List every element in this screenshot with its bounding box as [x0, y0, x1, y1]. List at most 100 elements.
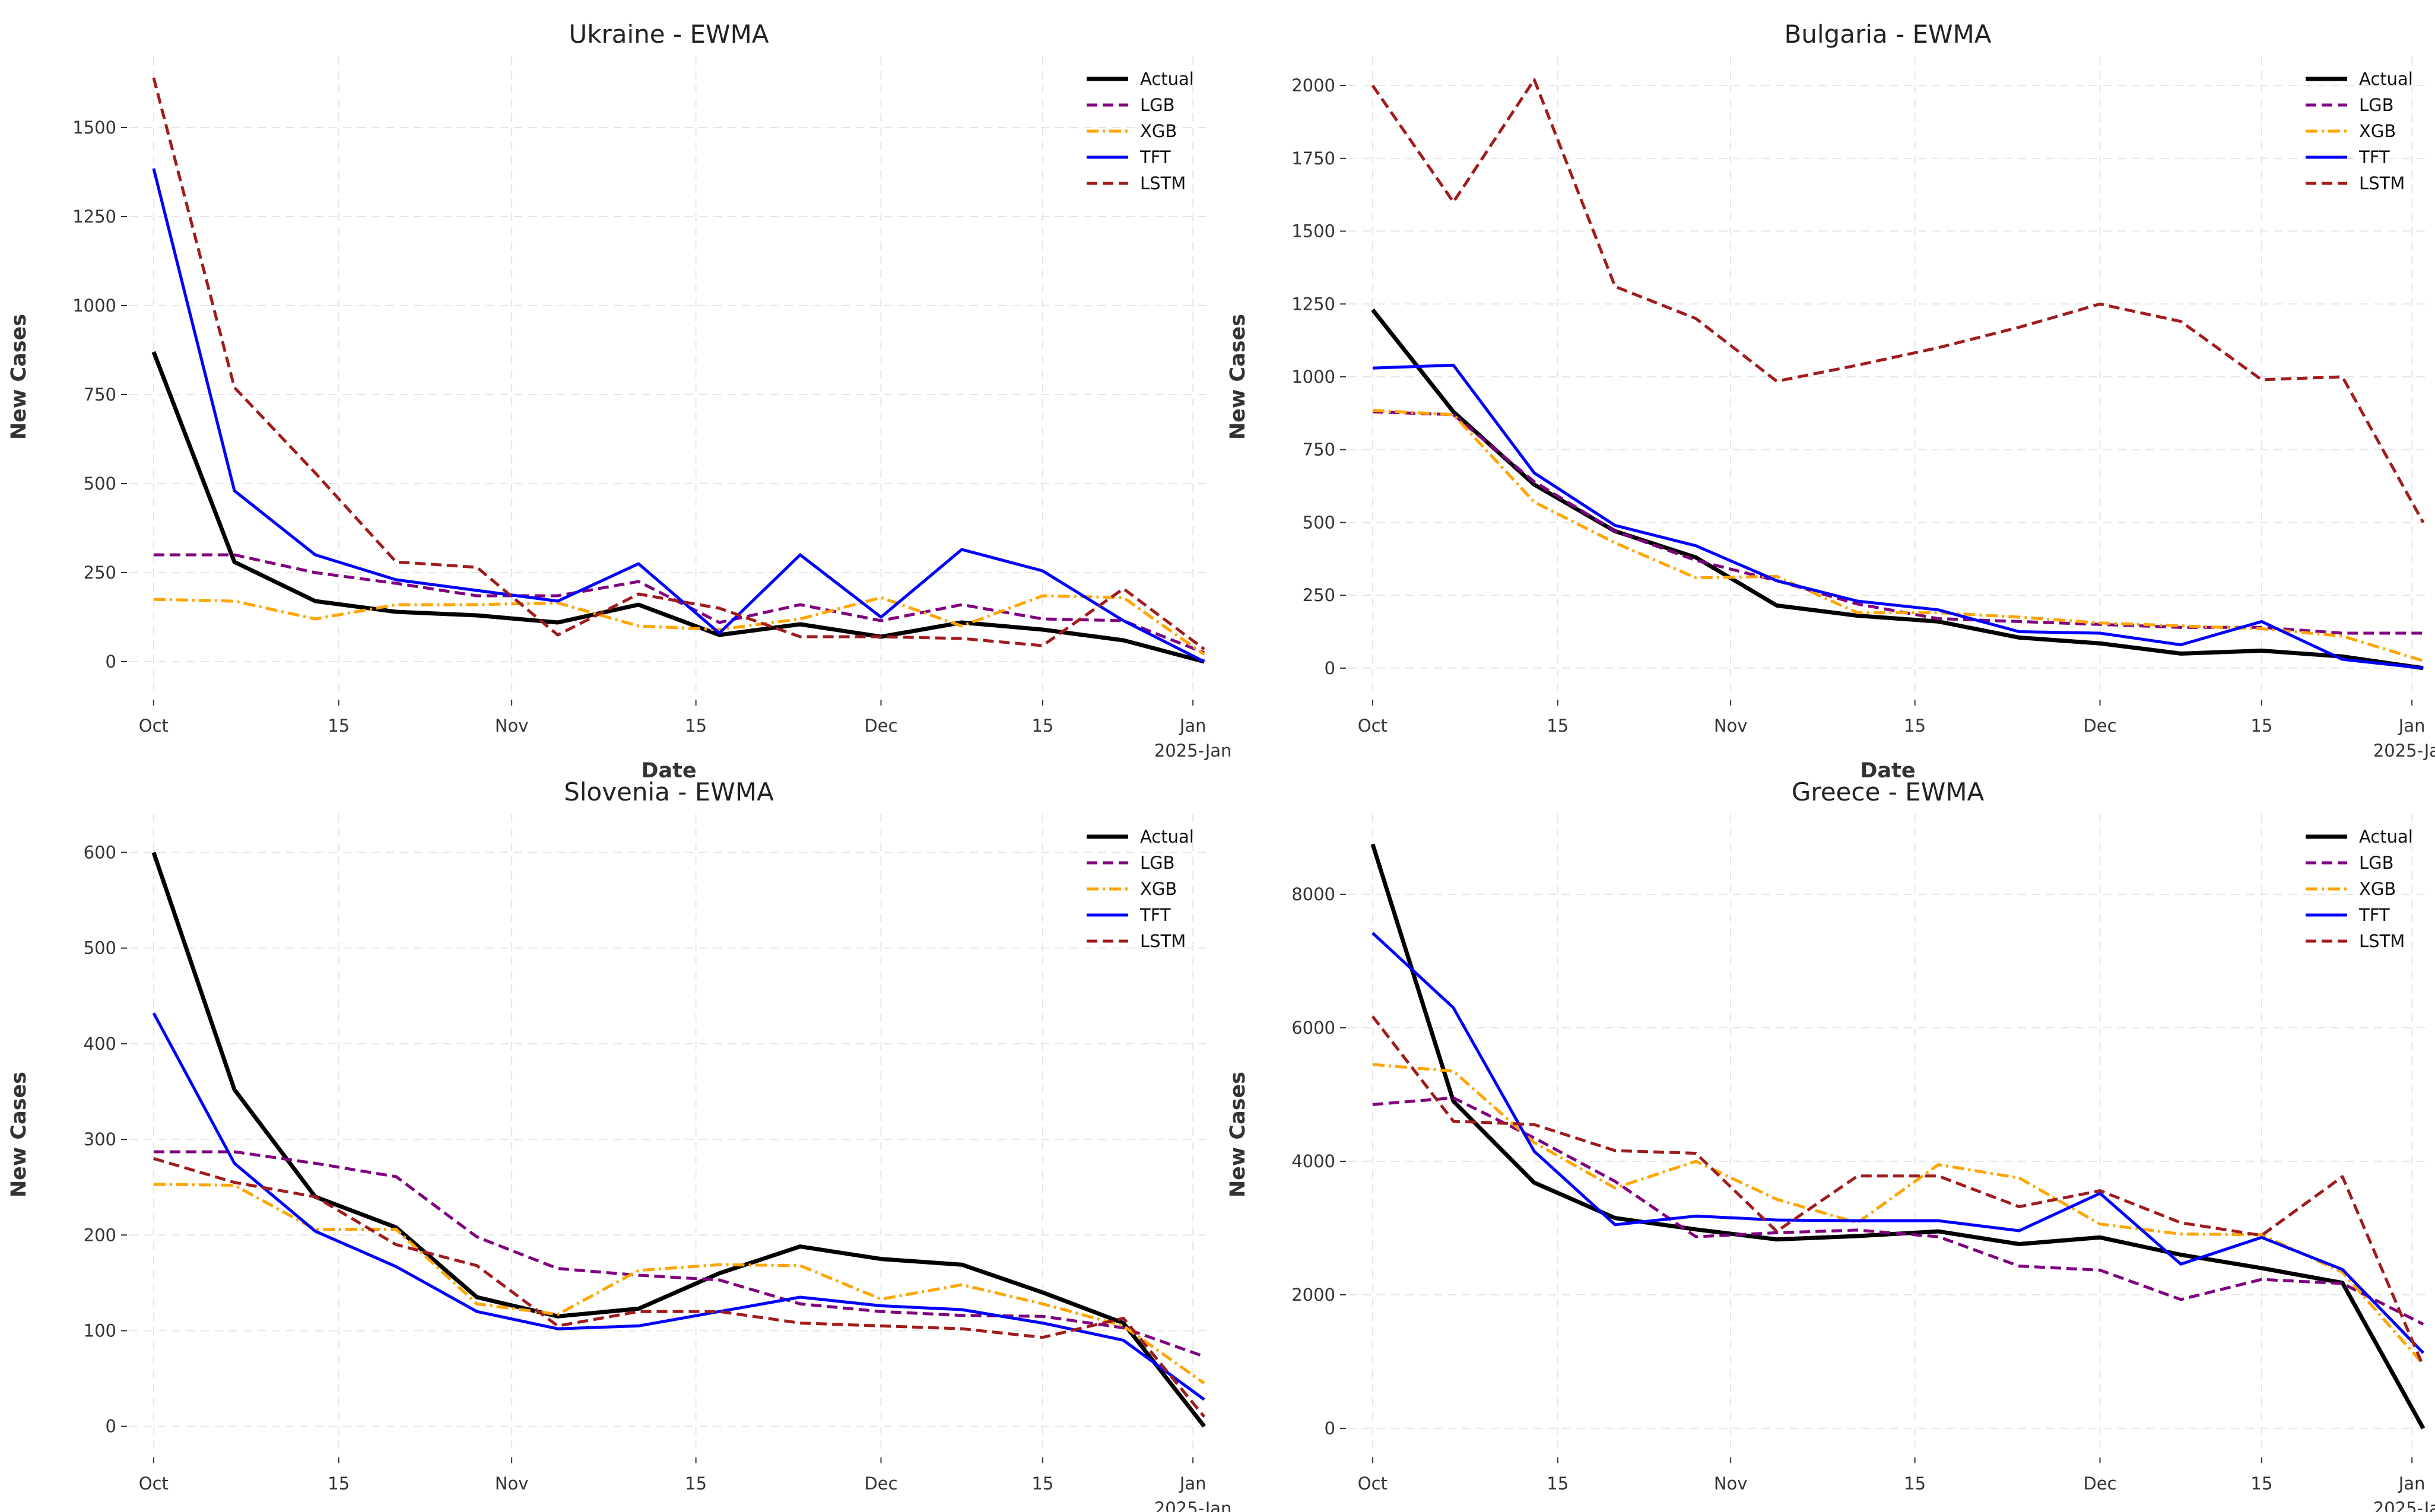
x-tick-label: Jan: [2398, 1473, 2426, 1494]
legend: Actual LGB XGB TFT LSTM: [1087, 827, 1194, 951]
series-line-lgb: [153, 553, 1205, 655]
legend-label-xgb: XGB: [2359, 121, 2396, 141]
chart-panel: 0 250 500 750 1000 1250 1500 Oct 15 Nov 15 Dec 15 Jan…: [7, 20, 1231, 783]
y-tick-label: 600: [84, 842, 116, 862]
legend-label-lstm: LSTM: [2359, 173, 2405, 193]
y-tick-label: 0: [106, 652, 116, 672]
legend-label-actual: Actual: [1140, 69, 1194, 89]
y-tick-label: 8000: [1291, 884, 1335, 904]
x-tick-label: 15: [2250, 1473, 2272, 1494]
x-tick-label: 15: [1904, 1473, 1926, 1494]
series-line-xgb: [1372, 409, 2424, 662]
y-tick-label: 1500: [72, 117, 116, 138]
x-tick-label: Jan: [1179, 1473, 1207, 1494]
x-tick-label: Dec: [864, 716, 897, 736]
x-year-label: 2025-Jan: [1154, 741, 1232, 761]
x-tick-label: 15: [1547, 1473, 1569, 1494]
x-year-label: 2025-Jan: [2373, 1498, 2435, 1512]
legend-label-lgb: LGB: [2359, 95, 2394, 115]
series-line-lgb: [1372, 410, 2424, 635]
y-tick-label: 500: [84, 938, 116, 958]
y-tick-label: 500: [1303, 512, 1335, 532]
y-tick-label: 0: [1325, 1418, 1335, 1438]
legend-label-tft: TFT: [1139, 905, 1171, 925]
y-tick-label: 4000: [1291, 1151, 1335, 1171]
chart-panel: 0 2000 4000 6000 8000 Oct 15 Nov 15 Dec 15 Jan 2025-…: [1226, 777, 2435, 1512]
y-axis-label: New Cases: [1226, 314, 1250, 440]
x-axis-label: Date: [641, 759, 696, 783]
y-tick-label: 400: [84, 1034, 116, 1054]
y-tick-label: 1000: [72, 296, 116, 316]
y-tick-label: 0: [1325, 658, 1335, 678]
legend-label-tft: TFT: [1139, 147, 1171, 167]
x-tick-label: Dec: [2083, 1473, 2116, 1494]
series-line-lstm: [1371, 78, 2425, 523]
x-tick-label: Oct: [139, 716, 169, 736]
x-tick-label: 15: [1547, 716, 1569, 736]
y-tick-label: 1250: [72, 207, 116, 227]
x-tick-label: 15: [2250, 716, 2272, 736]
series-line-lstm: [152, 77, 1205, 651]
legend-label-tft: TFT: [2358, 905, 2390, 925]
legend-label-lstm: LSTM: [2359, 931, 2405, 951]
x-tick-label: 15: [328, 1473, 350, 1494]
series-line-lstm: [153, 1157, 1206, 1418]
chart-title: Bulgaria - EWMA: [1784, 20, 1991, 49]
y-tick-label: 1250: [1291, 294, 1335, 314]
x-tick-label: Jan: [2398, 716, 2426, 736]
x-tick-label: 15: [1031, 716, 1053, 736]
chart-title: Greece - EWMA: [1792, 777, 1985, 806]
legend-label-actual: Actual: [2359, 69, 2413, 89]
y-tick-label: 250: [84, 563, 116, 583]
legend-label-xgb: XGB: [2359, 879, 2396, 899]
legend-label-lstm: LSTM: [1140, 173, 1186, 193]
legend-label-tft: TFT: [2358, 147, 2390, 167]
chart-title: Ukraine - EWMA: [569, 20, 769, 49]
series-line-lgb: [1372, 1096, 2424, 1326]
legend-label-lgb: LGB: [2359, 853, 2394, 873]
x-tick-label: Nov: [495, 716, 529, 736]
series-line-tft: [152, 1012, 1205, 1401]
y-tick-label: 1750: [1291, 148, 1335, 169]
series-line-tft: [152, 168, 1205, 663]
series-line-tft: [1372, 932, 2424, 1354]
legend-label-lgb: LGB: [1140, 95, 1175, 115]
x-tick-label: Oct: [1358, 1473, 1388, 1494]
x-tick-label: Nov: [1714, 716, 1748, 736]
x-axis-label: Date: [1860, 759, 1915, 783]
legend: Actual LGB XGB TFT LSTM: [2306, 827, 2413, 951]
y-tick-label: 2000: [1291, 1285, 1335, 1305]
x-tick-label: 15: [1031, 1473, 1053, 1494]
y-tick-label: 750: [84, 385, 116, 405]
y-tick-label: 200: [84, 1225, 116, 1245]
series-line-tft: [1372, 363, 2424, 670]
series-line-actual: [1371, 308, 2424, 671]
y-tick-label: 300: [84, 1129, 116, 1149]
x-tick-label: Oct: [139, 1473, 169, 1494]
y-axis-label: New Cases: [1226, 1072, 1250, 1197]
x-tick-label: Oct: [1358, 716, 1388, 736]
x-tick-label: 15: [685, 716, 707, 736]
legend-label-lgb: LGB: [1140, 853, 1175, 873]
x-tick-label: 15: [1904, 716, 1926, 736]
x-tick-label: Dec: [864, 1473, 897, 1494]
y-tick-label: 750: [1303, 440, 1335, 460]
legend-label-actual: Actual: [2359, 827, 2413, 847]
legend: Actual LGB XGB TFT LSTM: [2306, 69, 2413, 193]
y-tick-label: 500: [84, 474, 116, 494]
y-tick-label: 1000: [1291, 367, 1335, 387]
y-tick-label: 1500: [1291, 221, 1335, 242]
y-tick-label: 0: [106, 1416, 116, 1437]
y-tick-label: 6000: [1291, 1018, 1335, 1038]
series-line-actual: [151, 351, 1205, 664]
series-line-actual: [151, 852, 1206, 1428]
x-year-label: 2025-Jan: [2373, 741, 2435, 761]
x-tick-label: Nov: [495, 1473, 529, 1494]
x-tick-label: 15: [685, 1473, 707, 1494]
legend-label-xgb: XGB: [1140, 879, 1177, 899]
chart-panel: 0 250 500 750 1000 1250 1500 1750 2000 Oct 15 Nov 15…: [1226, 20, 2435, 783]
legend-label-lstm: LSTM: [1140, 931, 1186, 951]
chart-title: Slovenia - EWMA: [564, 777, 774, 806]
x-tick-label: Dec: [2083, 716, 2116, 736]
